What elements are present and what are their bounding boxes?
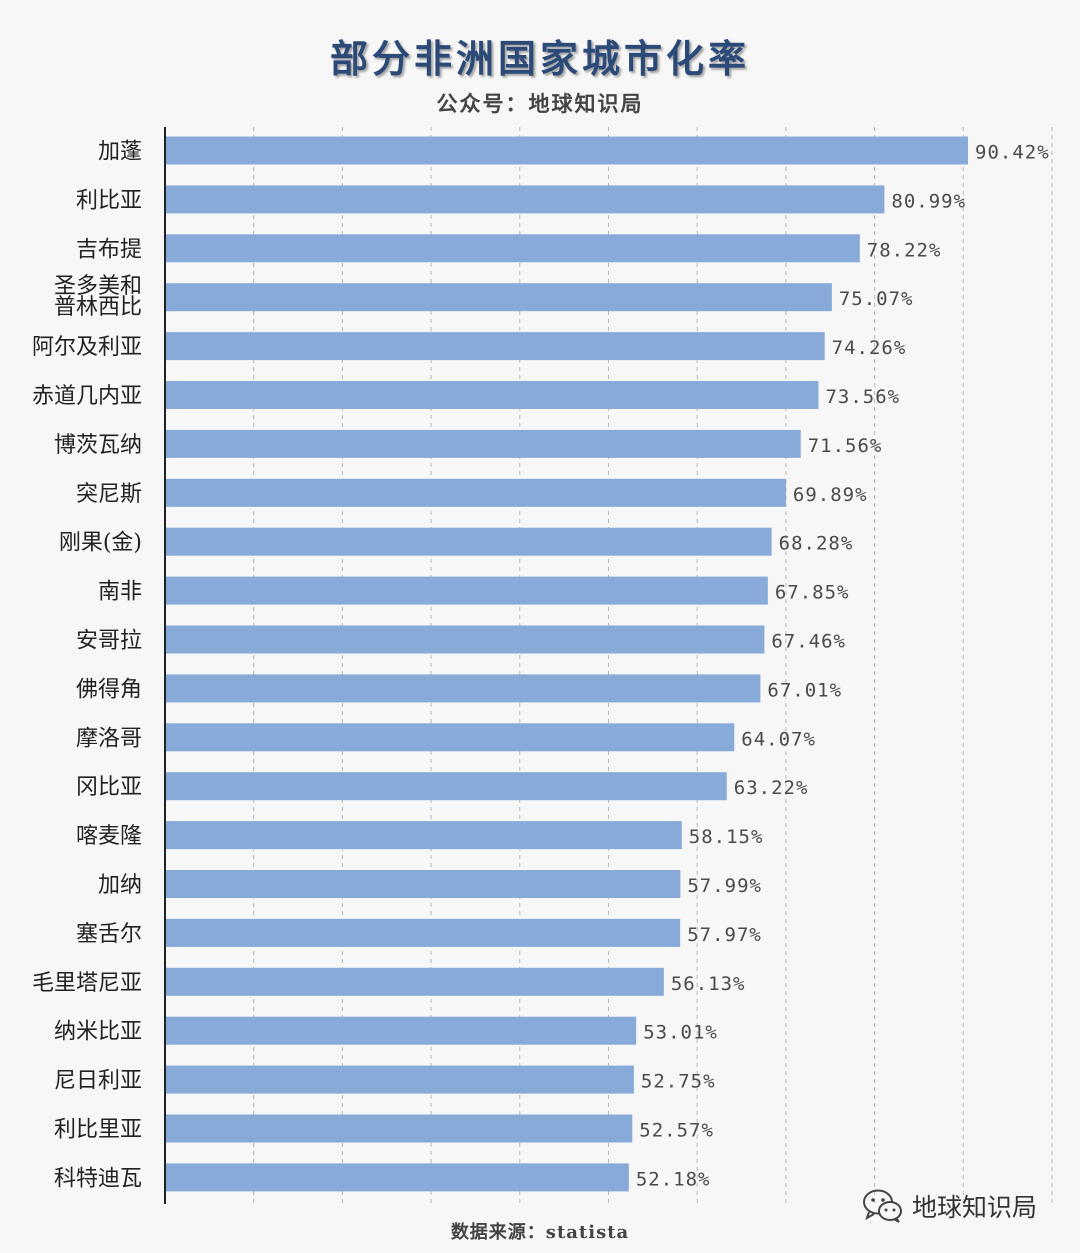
value-label: 75.07% [839, 288, 914, 310]
category-label: 南非 [98, 580, 142, 605]
value-label: 67.85% [775, 582, 850, 604]
category-label: 尼日利亚 [54, 1069, 142, 1094]
value-labels: 90.42% 80.99% 78.22% 75.07% 74.26% 73.56% 71.5… [636, 142, 1050, 1191]
value-label: 56.13% [671, 973, 746, 995]
category-label: 摩洛哥 [76, 726, 142, 751]
bar [166, 870, 681, 898]
bar [166, 429, 801, 458]
category-label: 毛里塔尼亚 [32, 971, 142, 996]
bar [166, 625, 765, 654]
category-label: 科特迪瓦 [54, 1166, 142, 1191]
value-label: 78.22% [867, 239, 942, 261]
value-label: 73.56% [825, 386, 900, 408]
category-label: 刚果(金) [59, 531, 142, 556]
bars [166, 136, 969, 1192]
bar [166, 283, 832, 312]
category-label: 塞舌尔 [76, 922, 142, 947]
category-label: 加蓬 [98, 140, 142, 165]
category-label: 加纳 [98, 873, 142, 898]
value-label: 63.22% [734, 777, 809, 799]
category-label: 博茨瓦纳 [54, 433, 142, 458]
value-label: 67.01% [767, 679, 842, 701]
watermark-text: 地球知识局 [912, 1193, 1038, 1222]
bar [166, 821, 682, 850]
value-label: 80.99% [891, 190, 966, 212]
category-label: 阿尔及利亚 [32, 335, 142, 360]
bar [166, 967, 664, 996]
wechat-icon [863, 1189, 902, 1223]
value-label: 58.15% [689, 826, 764, 848]
bar [166, 674, 761, 703]
watermark: 地球知识局 [862, 1188, 1037, 1224]
bar [166, 136, 969, 165]
bar [166, 332, 825, 361]
category-label: 利比里亚 [54, 1118, 142, 1143]
category-label: 佛得角 [76, 677, 142, 702]
value-label: 71.56% [808, 435, 883, 457]
data-source: 数据来源：statista [450, 1222, 630, 1243]
value-label: 74.26% [832, 337, 907, 359]
value-label: 57.99% [687, 875, 762, 897]
bar [166, 918, 681, 947]
bar [166, 381, 819, 409]
category-label: 安哥拉 [76, 629, 142, 654]
bar [166, 1163, 629, 1192]
category-label: 喀麦隆 [76, 824, 142, 849]
chart-subtitle: 公众号：地球知识局 [436, 91, 644, 116]
value-label: 53.01% [643, 1022, 718, 1044]
value-label: 52.57% [639, 1120, 714, 1142]
category-label: 圣多美和普林西比 [54, 274, 142, 320]
bar [166, 576, 768, 605]
value-label: 52.75% [641, 1071, 716, 1093]
bar [166, 1016, 637, 1045]
bar [166, 1114, 633, 1143]
value-label: 57.97% [687, 924, 762, 946]
category-label: 突尼斯 [76, 482, 142, 507]
bar [166, 234, 860, 263]
value-label: 90.42% [975, 142, 1050, 164]
category-label: 吉布提 [76, 237, 142, 262]
value-label: 67.46% [771, 631, 846, 653]
category-label: 纳米比亚 [54, 1020, 142, 1045]
bar [166, 185, 885, 214]
category-label: 冈比亚 [76, 775, 142, 800]
bar [166, 1065, 634, 1094]
value-label: 69.89% [793, 484, 868, 506]
category-label: 利比亚 [76, 188, 142, 213]
chart-title: 部分非洲国家城市化率 [329, 36, 750, 81]
value-label: 68.28% [779, 533, 854, 555]
bar [166, 723, 735, 752]
bar [166, 478, 786, 507]
value-label: 52.18% [636, 1168, 711, 1190]
value-label: 64.07% [741, 728, 816, 750]
category-label: 赤道几内亚 [32, 384, 142, 409]
bar [166, 527, 772, 556]
bar [166, 772, 727, 801]
